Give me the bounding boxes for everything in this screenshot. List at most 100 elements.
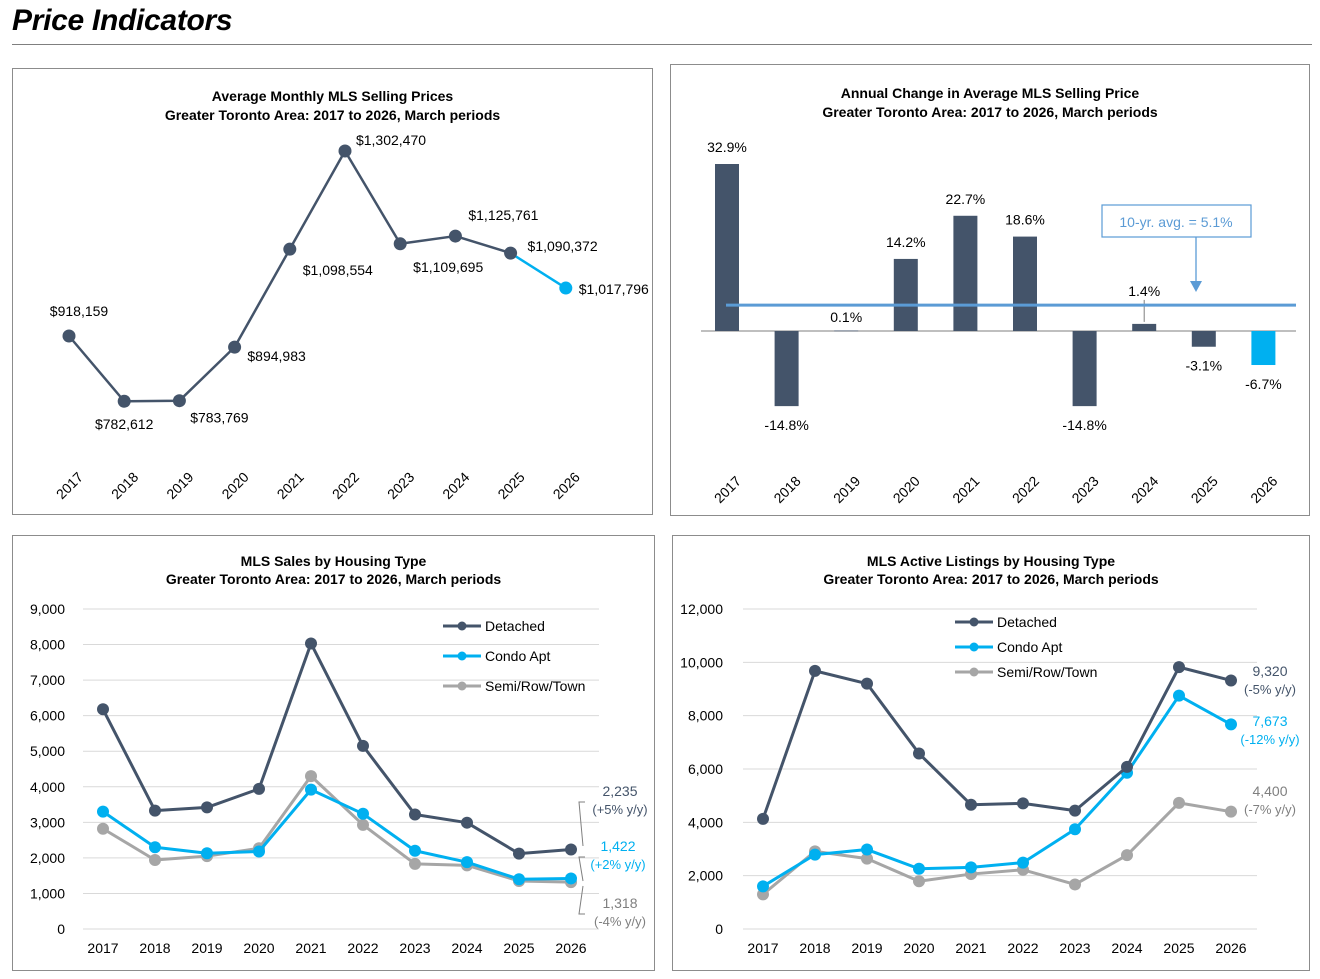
- series-point: [913, 862, 925, 875]
- series-line-detached: [761, 665, 1232, 820]
- x-tick-label: 2026: [1247, 473, 1280, 506]
- price-point-2020: [228, 340, 242, 354]
- annotation-leader-line: [578, 801, 585, 847]
- series-point: [861, 677, 873, 690]
- end-value-label: 1,318: [602, 895, 637, 911]
- series-point: [1017, 797, 1029, 810]
- end-change-label: (-7% y/y): [1244, 802, 1296, 817]
- price-data-label: $1,098,554: [303, 262, 373, 278]
- price-point-2026: [559, 281, 573, 295]
- annotation-leader-line: [578, 856, 585, 882]
- price-point-2018: [117, 394, 131, 408]
- series-line-condo-apt: [762, 694, 1232, 888]
- x-tick-label: 2020: [890, 473, 923, 506]
- y-tick-label: 12,000: [680, 601, 723, 617]
- series-point: [97, 703, 109, 716]
- x-tick-label: 2023: [384, 469, 417, 502]
- legend-marker: [969, 617, 979, 627]
- end-value-label: 4,400: [1252, 783, 1287, 799]
- series-line-semi-row-town: [762, 801, 1232, 896]
- x-tick-label: 2018: [108, 469, 141, 502]
- change-bar-2018: [774, 331, 799, 407]
- series-point: [97, 805, 109, 818]
- price-data-label: $1,090,372: [528, 238, 598, 254]
- series-point: [861, 852, 873, 865]
- annual-change-chart-panel: Annual Change in Average MLS Selling Pri…: [670, 64, 1310, 516]
- chart-subtitle: Greater Toronto Area: 2017 to 2026, Marc…: [165, 571, 502, 587]
- series-point: [913, 875, 925, 888]
- series-point: [305, 783, 317, 796]
- y-tick-label: 9,000: [30, 601, 65, 617]
- change-bar-2022: [1013, 236, 1037, 331]
- sales-chart: 0 1,000 2,000 3,000 4,000 5,000 6,000 7,000 8,00…: [30, 601, 648, 956]
- change-data-label: 1.4%: [1128, 283, 1160, 299]
- x-tick-label: 2025: [1163, 940, 1194, 956]
- x-tick-label: 2019: [830, 473, 863, 506]
- change-bar-2017: [715, 164, 739, 331]
- x-tick-label: 2022: [347, 940, 378, 956]
- x-tick-label: 2025: [1188, 473, 1221, 506]
- series-point: [1173, 796, 1185, 809]
- change-data-label: -3.1%: [1186, 358, 1223, 374]
- series-point: [97, 822, 109, 835]
- listings-chart-panel: MLS Active Listings by Housing Type Grea…: [672, 535, 1310, 971]
- chart-title: MLS Active Listings by Housing Type: [866, 553, 1116, 569]
- chart-title: Average Monthly MLS Selling Prices: [211, 88, 454, 104]
- listings-chart: 0 2,000 4,000 6,000 8,000 10,000 12,000 2017 201…: [680, 601, 1299, 956]
- annotation-leader-line: [578, 885, 585, 915]
- series-line-condo-apt: [102, 788, 572, 881]
- series-point: [1173, 689, 1185, 702]
- average-callout-arrowhead: [1190, 281, 1202, 292]
- x-tick-label: 2020: [218, 469, 251, 502]
- series-point: [861, 843, 873, 856]
- series-point: [809, 664, 821, 677]
- series-point: [201, 847, 213, 860]
- price-point-2024: [448, 229, 462, 243]
- x-tick-label: 2025: [503, 940, 534, 956]
- price-point-2023: [393, 237, 407, 251]
- x-tick-label: 2021: [274, 469, 307, 502]
- y-tick-label: 2,000: [688, 868, 723, 884]
- legend-label: Condo Apt: [485, 648, 550, 664]
- price-data-label: $1,017,796: [579, 281, 649, 297]
- chart-subtitle: Greater Toronto Area: 2017 to 2026, Marc…: [822, 104, 1158, 120]
- change-bar-2024: [1132, 323, 1157, 331]
- x-tick-label: 2023: [1059, 940, 1090, 956]
- x-tick-label: 2022: [329, 469, 362, 502]
- series-point: [461, 856, 473, 869]
- series-point: [913, 747, 925, 760]
- series-point: [1121, 849, 1133, 862]
- end-change-label: (-12% y/y): [1240, 732, 1299, 747]
- x-tick-label: 2024: [1111, 940, 1142, 956]
- x-tick-label: 2025: [494, 469, 527, 502]
- series-point: [757, 880, 769, 893]
- series-line-detached: [101, 641, 572, 856]
- series-point: [513, 847, 525, 860]
- y-tick-label: 8,000: [30, 637, 65, 653]
- x-tick-label: 2024: [1128, 473, 1161, 506]
- y-tick-label: 4,000: [688, 814, 723, 830]
- x-tick-label: 2021: [295, 940, 326, 956]
- series-point: [1121, 760, 1133, 773]
- end-change-label: (-4% y/y): [594, 914, 646, 929]
- chart-title: MLS Sales by Housing Type: [240, 553, 427, 569]
- y-tick-label: 10,000: [680, 654, 723, 670]
- legend-marker: [969, 667, 979, 677]
- y-tick-label: 1,000: [30, 885, 65, 901]
- change-data-label: -14.8%: [1062, 417, 1106, 433]
- x-tick-label: 2020: [243, 940, 274, 956]
- price-point-2022: [338, 144, 352, 158]
- change-bar-2023: [1072, 331, 1097, 407]
- title-divider: [12, 44, 1312, 45]
- average-callout-label: 10-yr. avg. = 5.1%: [1119, 214, 1232, 230]
- x-tick-label: 2021: [955, 940, 986, 956]
- legend-marker: [969, 642, 979, 652]
- series-point: [305, 637, 317, 650]
- series-point: [1069, 804, 1081, 817]
- series-point: [757, 812, 769, 825]
- change-data-label: 22.7%: [946, 191, 986, 207]
- change-bar-2026: [1251, 331, 1276, 366]
- y-tick-label: 8,000: [688, 708, 723, 724]
- x-tick-label: 2017: [711, 473, 744, 506]
- x-tick-label: 2022: [1007, 940, 1038, 956]
